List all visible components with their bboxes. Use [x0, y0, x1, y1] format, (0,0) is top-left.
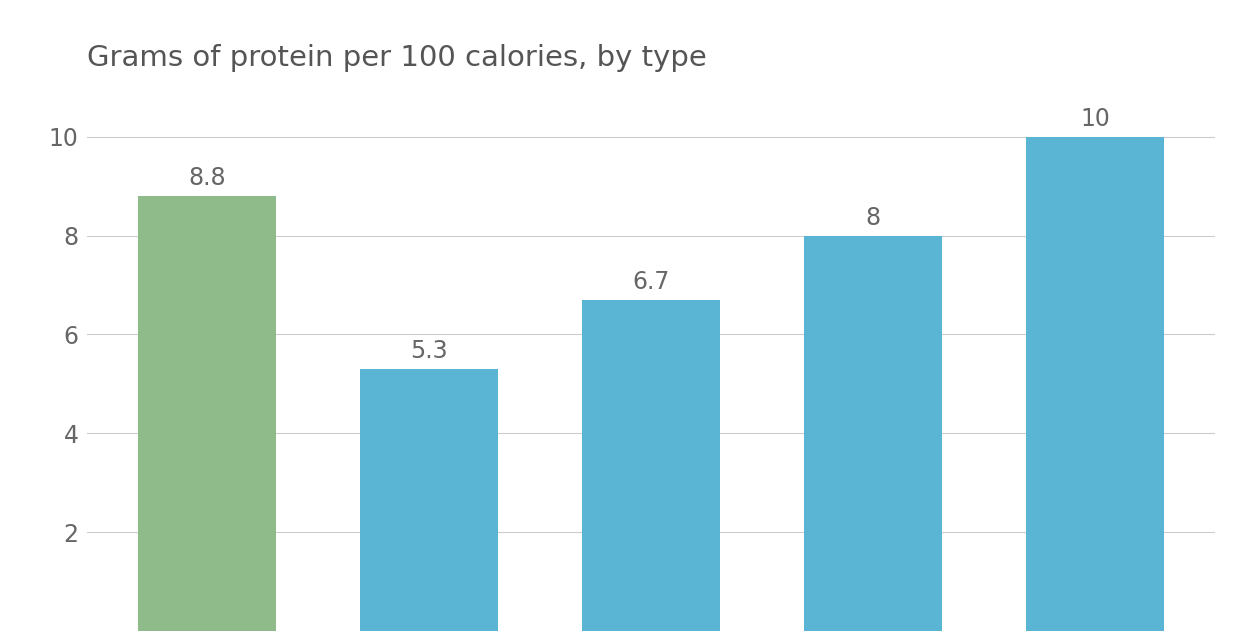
Bar	[805, 236, 942, 631]
Text: 8.8: 8.8	[188, 166, 226, 190]
Text: Grams of protein per 100 calories, by type: Grams of protein per 100 calories, by ty…	[87, 44, 707, 72]
Bar	[138, 196, 275, 631]
Text: 10: 10	[1080, 107, 1110, 131]
Text: 8: 8	[866, 205, 880, 230]
Bar	[360, 369, 497, 631]
Bar	[582, 300, 720, 631]
Text: 6.7: 6.7	[632, 270, 670, 294]
Text: 5.3: 5.3	[410, 339, 448, 363]
Bar	[1027, 137, 1164, 631]
